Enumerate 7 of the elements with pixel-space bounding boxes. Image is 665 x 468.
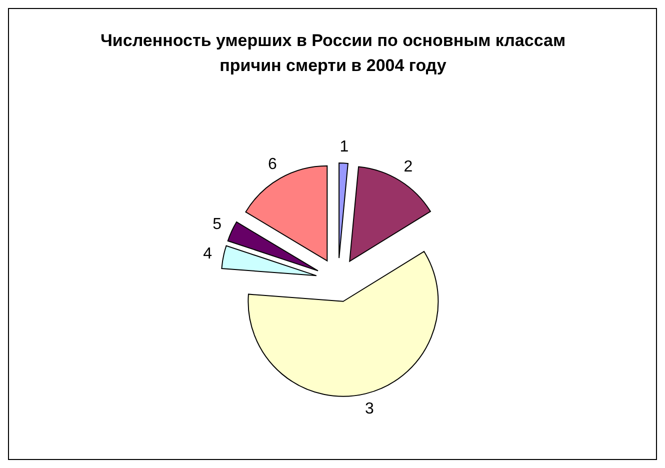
slice-label: 4 bbox=[203, 245, 212, 262]
slice-label: 6 bbox=[268, 156, 278, 173]
slice-label: 5 bbox=[212, 216, 222, 234]
slice-label: 1 bbox=[340, 138, 349, 156]
chart-title: Численность умерших в России по основным классам причин смерти в 2004 году bbox=[100, 31, 566, 75]
slice-label: 3 bbox=[365, 400, 374, 418]
slice-label: 2 bbox=[404, 158, 413, 176]
